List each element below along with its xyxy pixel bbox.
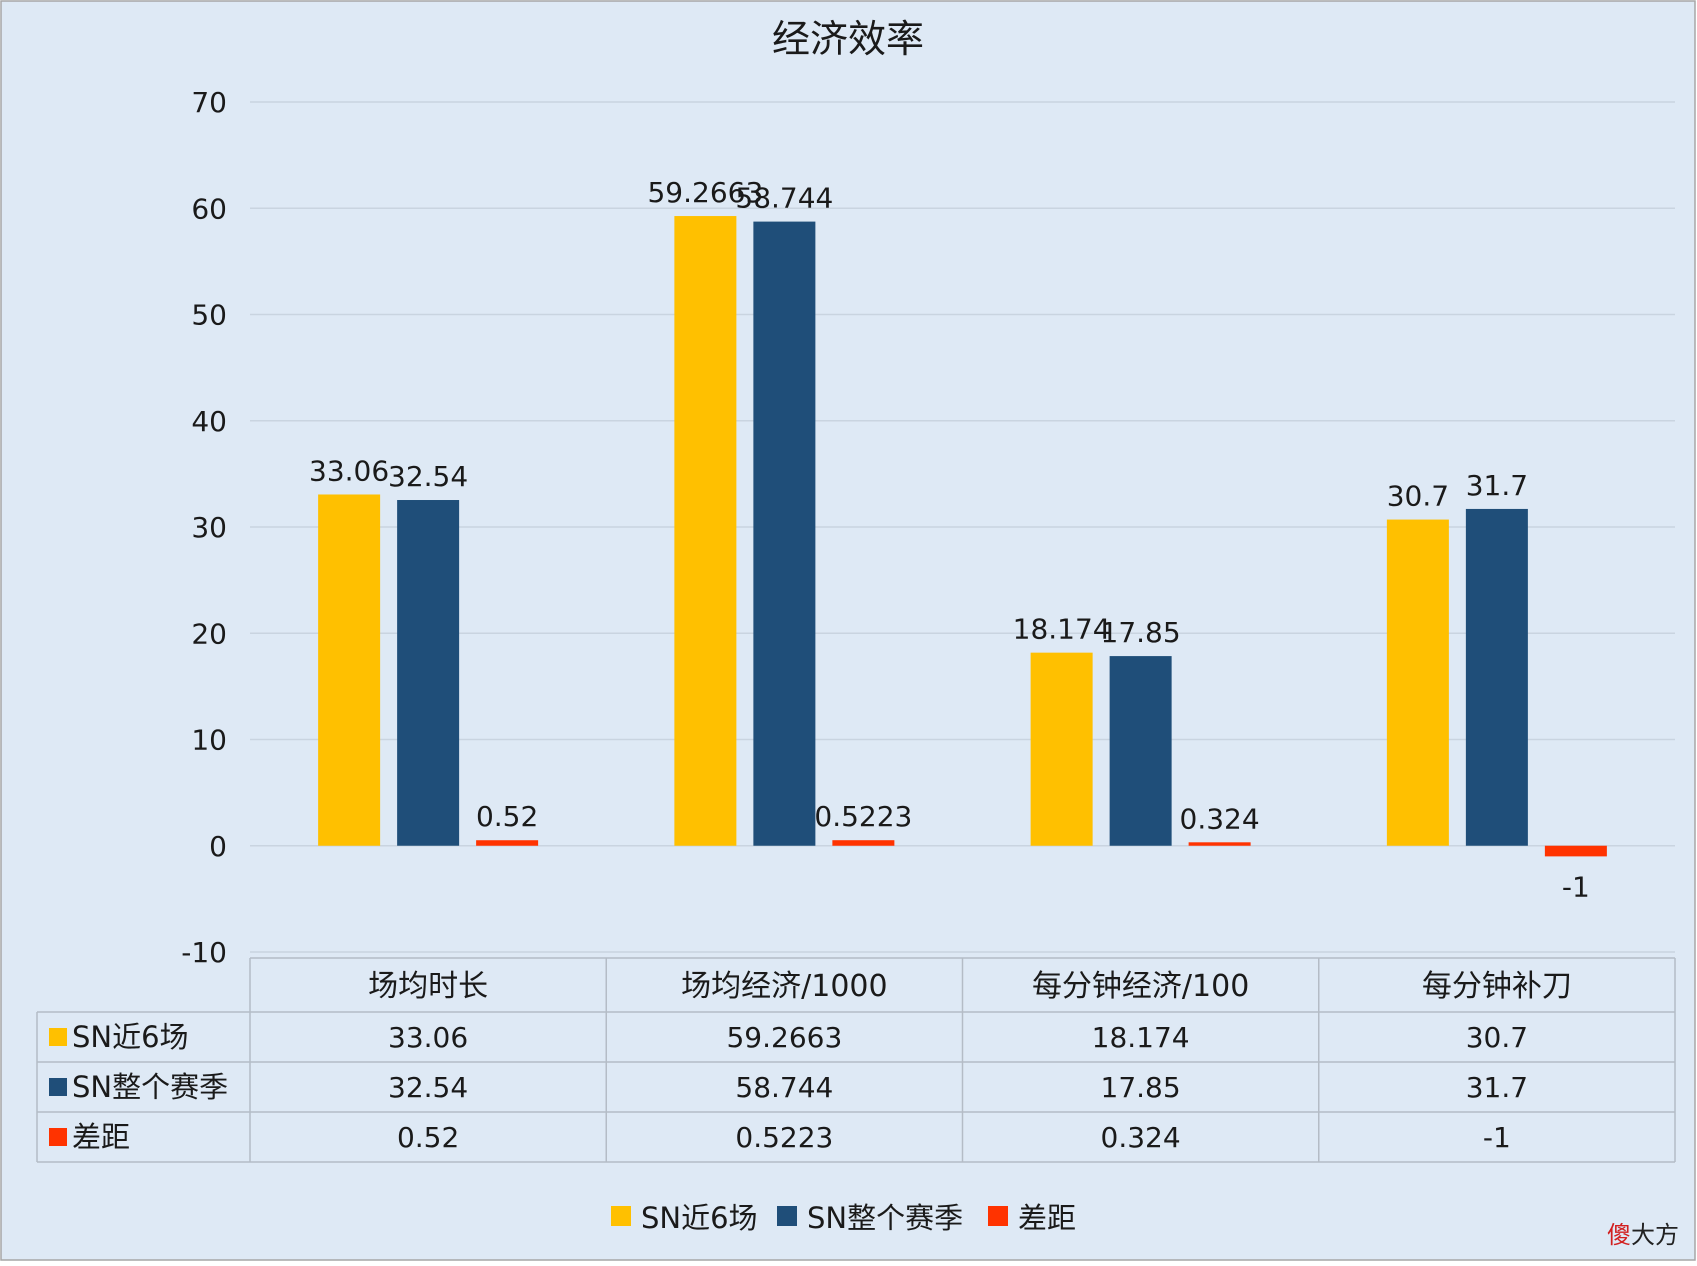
table-header: 每分钟补刀 [1422, 969, 1572, 1004]
table-cell: 32.54 [388, 1071, 468, 1104]
y-tick-label: 40 [191, 405, 227, 438]
bar [1545, 846, 1607, 857]
table-cell: 0.324 [1101, 1121, 1181, 1154]
table-row-label: SN近6场 [72, 1020, 189, 1054]
table-header: 场均经济/1000 [681, 969, 887, 1004]
data-label: -1 [1562, 870, 1590, 903]
legend-key [777, 1206, 797, 1226]
y-tick-label: -10 [181, 936, 227, 969]
table-cell: 31.7 [1466, 1071, 1528, 1104]
table-row-label: 差距 [72, 1120, 130, 1154]
table-cell: 18.174 [1092, 1021, 1190, 1054]
data-label: 58.744 [735, 182, 833, 215]
bar [1031, 653, 1093, 846]
data-label: 0.52 [476, 800, 538, 833]
watermark-rest: 大方 [1631, 1221, 1679, 1249]
table-header: 每分钟经济/100 [1032, 969, 1249, 1004]
data-label: 0.5223 [814, 800, 912, 833]
table-cell: 0.5223 [735, 1121, 833, 1154]
table-cell: 58.744 [735, 1071, 833, 1104]
legend-key [611, 1206, 631, 1226]
data-label: 18.174 [1013, 613, 1111, 646]
legend-label: 差距 [1018, 1201, 1076, 1235]
bar [318, 494, 380, 845]
bar [1466, 509, 1528, 846]
bar [1189, 842, 1251, 845]
bar [832, 840, 894, 846]
chart-title: 经济效率 [772, 17, 924, 61]
bar [753, 222, 815, 846]
y-tick-label: 50 [191, 299, 227, 332]
legend-label: SN整个赛季 [807, 1201, 963, 1235]
legend-key [988, 1206, 1008, 1226]
y-tick-label: 70 [191, 86, 227, 119]
table-cell: 30.7 [1466, 1021, 1528, 1054]
table-cell: 17.85 [1101, 1071, 1181, 1104]
legend-label: SN近6场 [641, 1201, 758, 1235]
watermark: 傻大方 [1607, 1215, 1679, 1250]
y-tick-label: 60 [191, 192, 227, 225]
bar [1387, 520, 1449, 846]
table-cell: -1 [1483, 1121, 1511, 1154]
bar [476, 840, 538, 846]
table-legend-key [49, 1028, 67, 1046]
data-label: 33.06 [309, 454, 389, 487]
table-legend-key [49, 1078, 67, 1096]
watermark-red-char: 傻 [1607, 1221, 1631, 1249]
bar [1110, 656, 1172, 846]
data-label: 31.7 [1466, 469, 1528, 502]
bar [397, 500, 459, 846]
table-cell: 0.52 [397, 1121, 459, 1154]
table-row-label: SN整个赛季 [72, 1070, 228, 1104]
y-tick-label: 0 [209, 830, 227, 863]
data-label: 17.85 [1101, 616, 1181, 649]
y-tick-label: 10 [191, 724, 227, 757]
table-legend-key [49, 1128, 67, 1146]
table-cell: 59.2663 [726, 1021, 842, 1054]
y-tick-label: 20 [191, 617, 227, 650]
y-tick-label: 30 [191, 511, 227, 544]
table-cell: 33.06 [388, 1021, 468, 1054]
data-label: 30.7 [1387, 480, 1449, 513]
table-header: 场均时长 [368, 969, 488, 1004]
bar [674, 216, 736, 846]
data-label: 32.54 [388, 460, 468, 493]
data-label: 0.324 [1180, 802, 1260, 835]
